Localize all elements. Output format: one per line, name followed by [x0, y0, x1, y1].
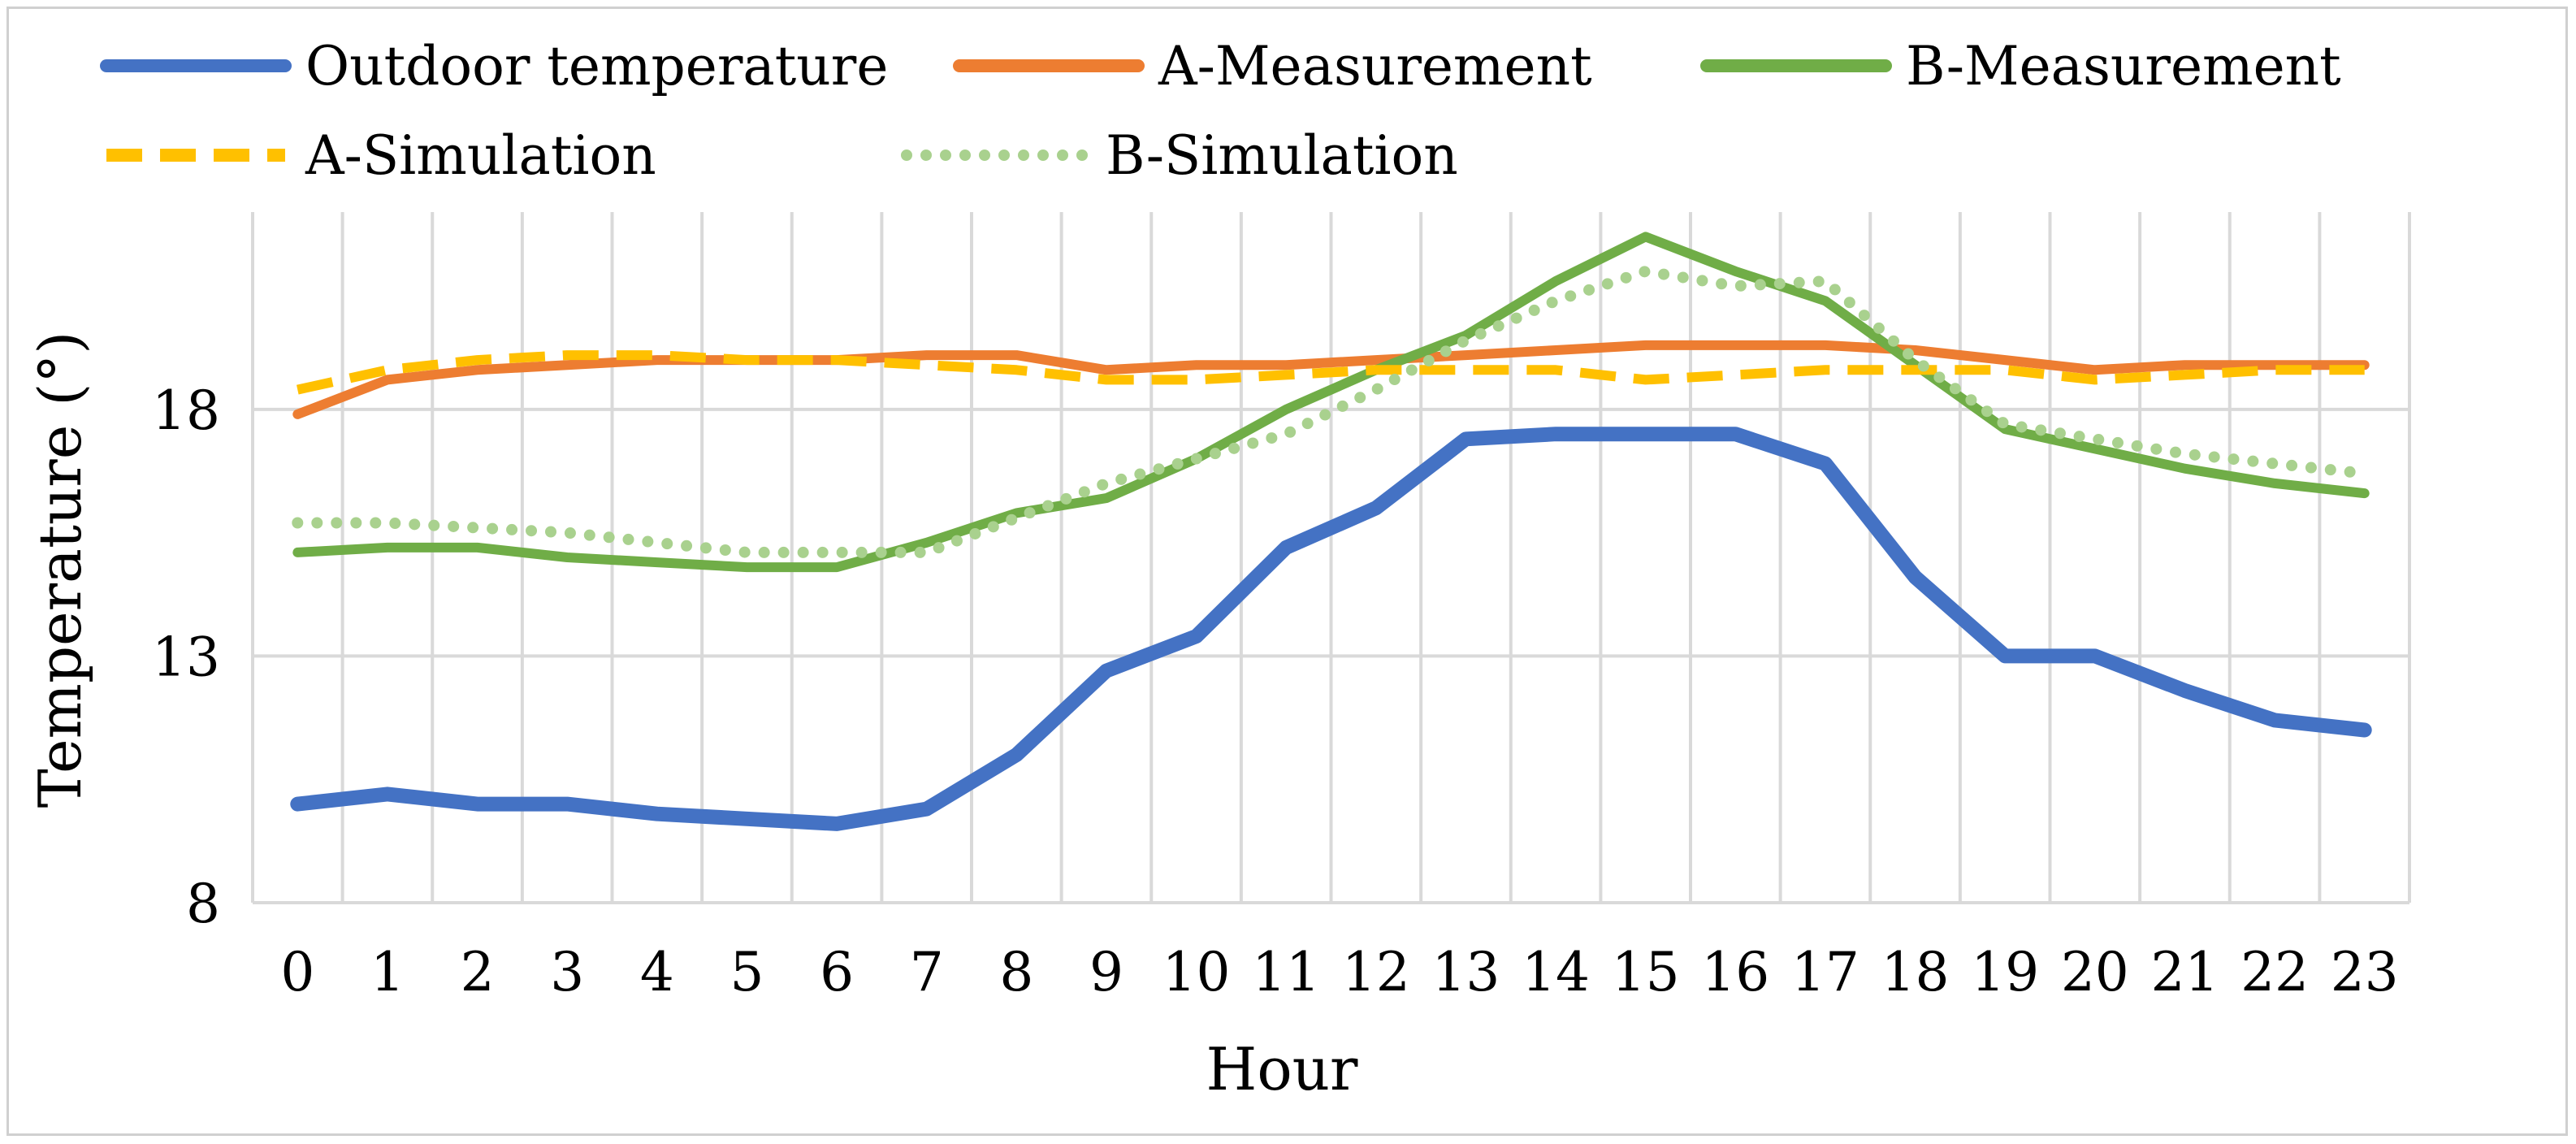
x-tick-label: 10 [1162, 941, 1231, 1003]
x-tick-label: 23 [2331, 941, 2399, 1003]
y-tick-label: 8 [186, 873, 220, 935]
grid [251, 212, 2411, 904]
chart-frame: 8 13 18 0 1 2 3 4 5 6 7 8 9 10 11 12 13 14 15 16 17 18 19 20 21… [6, 6, 2568, 1136]
y-tick-labels: 8 13 18 [152, 379, 220, 935]
x-tick-label: 14 [1522, 941, 1590, 1003]
x-tick-label: 9 [1089, 941, 1123, 1003]
x-tick-label: 3 [550, 941, 584, 1003]
series-layer [290, 232, 2372, 831]
series-line-b-simulation [292, 265, 2370, 558]
x-tick-label: 19 [1971, 941, 2039, 1003]
x-tick-label: 13 [1431, 941, 1500, 1003]
legend-label-b-measurement: B-Measurement [1906, 35, 2341, 98]
x-tick-label: 12 [1342, 941, 1410, 1003]
x-tick-label: 6 [820, 941, 854, 1003]
x-tick-labels: 0 1 2 3 4 5 6 7 8 9 10 11 12 13 14 15 16 17 18 19 20 21 22 23 [280, 941, 2398, 1003]
x-tick-label: 2 [461, 941, 495, 1003]
x-tick-label: 7 [910, 941, 944, 1003]
legend-label-a-simulation: A-Simulation [305, 124, 656, 187]
legend: Outdoor temperature A-Measurement B-Measur… [100, 35, 2341, 187]
legend-label-a-measurement: A-Measurement [1158, 35, 1592, 98]
x-tick-label: 11 [1252, 941, 1320, 1003]
y-tick-label: 13 [152, 626, 220, 688]
series-line-a-simulation [297, 350, 2365, 395]
series-line-outdoor-temperature [290, 427, 2372, 831]
x-tick-label: 21 [2150, 941, 2219, 1003]
legend-label-outdoor-temperature: Outdoor temperature [305, 35, 888, 98]
x-tick-label: 1 [370, 941, 405, 1003]
x-tick-label: 4 [640, 941, 674, 1003]
y-axis-title: Temperature (°) [26, 332, 94, 808]
x-tick-label: 20 [2061, 941, 2129, 1003]
x-tick-label: 16 [1701, 941, 1769, 1003]
x-tick-label: 22 [2240, 941, 2309, 1003]
x-tick-label: 0 [280, 941, 314, 1003]
x-tick-label: 8 [999, 941, 1033, 1003]
x-tick-label: 5 [730, 941, 764, 1003]
x-tick-label: 15 [1612, 941, 1680, 1003]
x-tick-label: 18 [1881, 941, 1950, 1003]
x-axis-title: Hour [1206, 1035, 1359, 1103]
series-line-a-measurement [292, 340, 2370, 419]
legend-label-b-simulation: B-Simulation [1106, 124, 1458, 187]
x-tick-label: 17 [1791, 941, 1859, 1003]
y-tick-label: 18 [152, 379, 220, 442]
